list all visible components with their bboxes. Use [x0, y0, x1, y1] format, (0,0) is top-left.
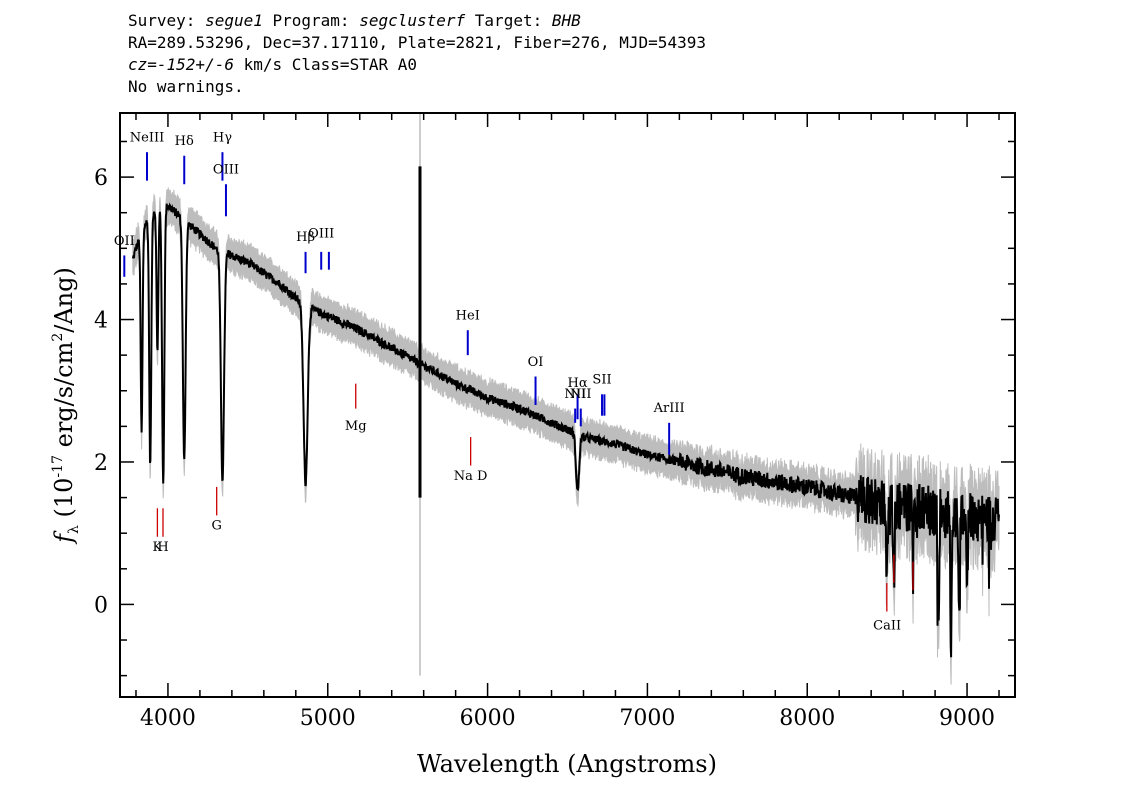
redshift-value: cz=-152+/-6 [128, 55, 234, 74]
absorption-line-label: Na D [454, 469, 488, 484]
spectrum-header: Survey: segue1 Program: segclusterf Targ… [128, 10, 706, 98]
x-tick-label: 4000 [140, 706, 196, 731]
header-redshift-line: cz=-152+/-6 km/s Class=STAR A0 [128, 54, 706, 76]
class-value: km/s Class=STAR A0 [233, 55, 417, 74]
emission-line-label: NII [570, 387, 592, 402]
axis-ticks: 4000 5000 6000 7000 8000 9000 0 2 4 6 [94, 113, 1015, 731]
emission-line-label: OIII [213, 163, 239, 178]
emission-line-label: Hγ [213, 130, 232, 145]
target-label: Target: [465, 11, 552, 30]
flux-series [131, 166, 1000, 658]
emission-line-label: Hα [568, 376, 588, 391]
y-tick-label: 4 [94, 309, 108, 334]
flux-error-area [132, 187, 1000, 685]
emission-line-label: ArIII [653, 401, 685, 416]
x-tick-label: 9000 [939, 706, 995, 731]
absorption-line-label: H [157, 540, 168, 555]
program-value: segclusterf [359, 11, 466, 30]
y-tick-label: 0 [94, 593, 108, 618]
emission-line-label: HeI [456, 309, 480, 324]
survey-label: Survey: [128, 11, 206, 30]
header-survey-line: Survey: segue1 Program: segclusterf Targ… [128, 10, 706, 32]
survey-value: segue1 [205, 11, 263, 30]
y-tick-label: 6 [94, 166, 108, 191]
emission-line-label: Hδ [175, 134, 194, 149]
program-label: Program: [262, 11, 360, 30]
emission-line-label: SII [592, 373, 611, 388]
x-tick-label: 6000 [460, 706, 516, 731]
x-tick-label: 5000 [300, 706, 356, 731]
header-coordinates-line: RA=289.53296, Dec=37.17110, Plate=2821, … [128, 33, 706, 52]
emission-line-label: NII [564, 387, 586, 402]
emission-line-label: OI [528, 355, 544, 370]
emission-line-label: NeIII [130, 130, 164, 145]
x-axis-title: Wavelength (Angstroms) [417, 750, 717, 778]
absorption-line-label: CaII [873, 618, 901, 633]
target-value: BHB [551, 11, 581, 30]
flux-line [131, 202, 1000, 658]
absorption-line-label: G [211, 519, 221, 534]
x-tick-label: 7000 [619, 706, 675, 731]
header-warnings-line: No warnings. [128, 77, 244, 96]
y-axis-title: fλ (10-17 erg/s/cm2/Ang) [50, 267, 82, 545]
emission-line-label: Hβ [296, 230, 315, 245]
plot-frame [119, 112, 1016, 698]
absorption-line-label: Mg [345, 419, 367, 434]
emission-line-label: OIII [308, 227, 334, 242]
emission-line-label: OII [114, 234, 135, 249]
x-tick-label: 8000 [779, 706, 835, 731]
svg-text:fλ (10-17 erg/s/cm2/Ang): fλ (10-17 erg/s/cm2/Ang) [50, 267, 82, 545]
y-tick-label: 2 [94, 451, 108, 476]
absorption-line-label: K [153, 540, 163, 555]
